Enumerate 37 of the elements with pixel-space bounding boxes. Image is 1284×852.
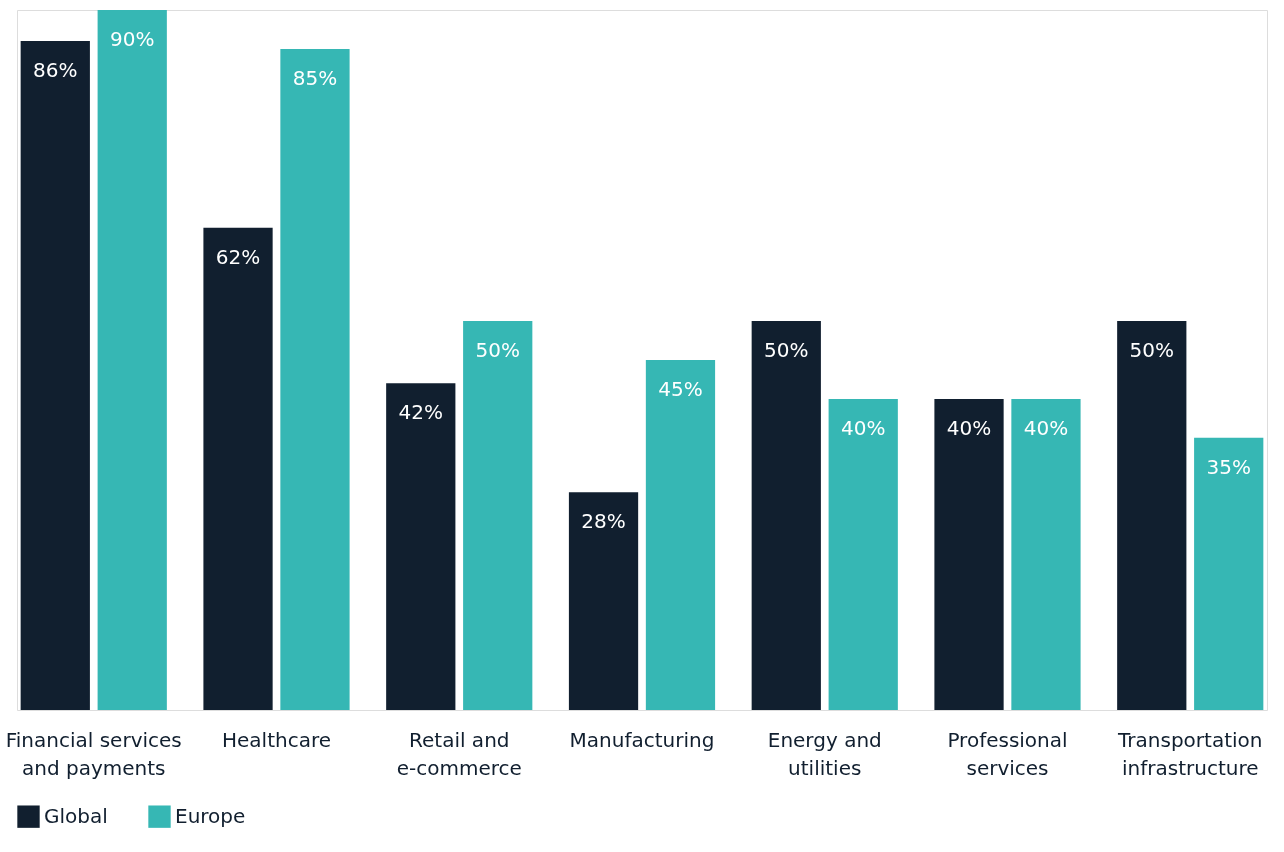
data-label: 85% bbox=[292, 65, 338, 90]
bar bbox=[751, 321, 821, 710]
bar bbox=[203, 227, 273, 710]
x-tick-label: Manufacturing bbox=[569, 727, 715, 752]
x-tick-label: Retail and e-commerce bbox=[396, 727, 522, 780]
bar bbox=[1011, 398, 1081, 710]
bar bbox=[386, 383, 456, 710]
data-label: 40% bbox=[946, 415, 992, 440]
x-tick-label: Healthcare bbox=[222, 727, 332, 752]
bar bbox=[934, 398, 1004, 710]
data-label: 50% bbox=[475, 338, 520, 363]
bar bbox=[20, 41, 90, 710]
data-label: 40% bbox=[1023, 415, 1069, 440]
bar bbox=[97, 10, 167, 710]
data-label: 50% bbox=[764, 338, 809, 363]
bar bbox=[828, 398, 898, 710]
bar bbox=[280, 48, 350, 710]
bar bbox=[463, 321, 533, 710]
x-tick-label: Financial services and payments bbox=[5, 727, 182, 780]
data-label: 45% bbox=[658, 377, 703, 401]
x-tick-label: Energy and utilities bbox=[767, 727, 882, 780]
bar bbox=[568, 492, 639, 710]
legend-label: Global bbox=[44, 803, 108, 828]
bar bbox=[645, 360, 716, 710]
data-label: 50% bbox=[1129, 338, 1174, 363]
bar bbox=[1117, 321, 1187, 710]
x-tick-label: Professional services bbox=[947, 727, 1068, 780]
data-label: 35% bbox=[1206, 454, 1251, 479]
data-label: 62% bbox=[215, 244, 261, 269]
data-label: 40% bbox=[841, 415, 886, 440]
x-tick-label: Transportation infrastructure bbox=[1117, 727, 1263, 780]
data-label: 90% bbox=[110, 27, 155, 51]
data-label: 28% bbox=[581, 509, 626, 534]
data-label: 86% bbox=[33, 58, 78, 83]
bar bbox=[1194, 437, 1264, 710]
data-label: 42% bbox=[398, 400, 443, 425]
legend-label: Europe bbox=[175, 803, 246, 828]
